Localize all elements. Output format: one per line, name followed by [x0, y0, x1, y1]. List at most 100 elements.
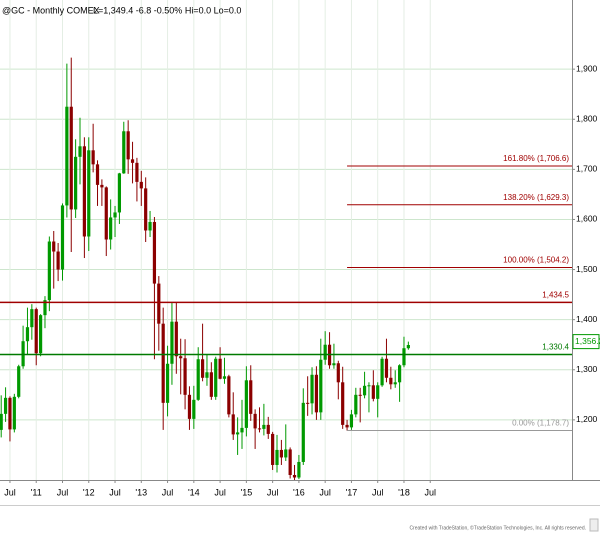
chart-title: @GC - Monthly COMEX — [2, 5, 100, 15]
candle-body — [301, 402, 305, 462]
candle-body — [323, 344, 327, 360]
candle-body — [183, 358, 187, 395]
candle-body — [236, 432, 240, 435]
candle-body — [349, 414, 354, 428]
candle-body — [227, 376, 231, 415]
x-tick-label: Jul — [372, 487, 384, 497]
candle-body — [95, 164, 100, 185]
candle-body — [367, 385, 371, 387]
y-tick-label: 1,300 — [576, 364, 598, 374]
x-tick-label: Jul — [109, 487, 121, 497]
candle-body — [152, 221, 157, 284]
candle-body — [288, 449, 292, 475]
candle-body — [21, 341, 25, 367]
chart-subtitle: L=1,349.4 -6.8 -0.50% Hi=0.0 Lo=0.0 — [93, 5, 241, 15]
candle-body — [30, 309, 34, 328]
candle-body — [332, 363, 336, 366]
candle-body — [113, 212, 117, 218]
candle-body — [310, 374, 314, 404]
candle-body — [384, 358, 389, 378]
candle-body — [393, 382, 397, 385]
candle-body — [52, 241, 56, 252]
fib-label: 100.00% (1,504.2) — [503, 256, 569, 265]
scroll-box[interactable] — [589, 518, 599, 532]
candle-body — [297, 461, 301, 478]
candle-body — [139, 181, 143, 189]
candle-body — [209, 372, 213, 397]
candle-body — [109, 217, 113, 240]
x-tick-label: '18 — [398, 487, 410, 497]
x-tick-label: Jul — [162, 487, 174, 497]
candle-body — [126, 131, 130, 160]
candle-body — [144, 188, 148, 231]
candle-body — [271, 433, 275, 465]
x-tick-label: '15 — [241, 487, 253, 497]
candle-body — [376, 385, 380, 399]
x-tick-label: '14 — [188, 487, 200, 497]
y-tick-label: 1,900 — [576, 63, 598, 73]
candle-body — [214, 358, 218, 397]
candle-body — [179, 356, 183, 359]
candle-body — [314, 374, 319, 413]
x-tick-label: '16 — [293, 487, 305, 497]
candle-body — [253, 413, 257, 429]
fib-label: 161.80% (1,706.6) — [503, 154, 569, 163]
candle-body — [362, 385, 367, 396]
candle-body — [161, 323, 165, 403]
candle-body — [117, 173, 122, 213]
candle-body — [43, 300, 47, 316]
candle-body — [306, 402, 310, 404]
candle-body — [284, 449, 288, 458]
y-tick-label: 1,500 — [576, 264, 598, 274]
grid: 1,200 1,300 1,400 1,500 1,600 1,700 1,800 1,900… — [0, 0, 598, 497]
x-tick-label: Jul — [424, 487, 436, 497]
candle-body — [69, 106, 73, 210]
candle-body — [336, 363, 340, 383]
candle-body — [91, 150, 95, 165]
x-tick-label: Jul — [267, 487, 279, 497]
overlays: 1,434.5 1,330.4 161.80% (1,706.6) 138.20% (… — [0, 154, 600, 432]
level-label: 1,330.4 — [542, 343, 569, 352]
candles — [0, 57, 410, 480]
candle-body — [222, 376, 227, 379]
candle-body — [170, 321, 174, 364]
y-tick-label: 1,400 — [576, 314, 598, 324]
candle-body — [3, 397, 8, 414]
candle-body — [78, 146, 82, 157]
candle-body — [104, 187, 108, 240]
candle-body — [74, 156, 78, 210]
candle-body — [65, 106, 69, 206]
candle-body — [8, 397, 12, 430]
candle-body — [12, 396, 16, 430]
candle-body — [345, 424, 349, 428]
candle-body — [402, 348, 406, 366]
candle-body — [341, 382, 345, 425]
x-tick-label: '13 — [135, 487, 147, 497]
candle-body — [205, 372, 209, 378]
candle-body — [148, 221, 152, 231]
candle-body — [187, 394, 192, 419]
candle-body — [34, 309, 38, 354]
candle-body — [56, 251, 60, 270]
candle-body — [218, 358, 222, 379]
y-tick-label: 1,800 — [576, 113, 598, 123]
candle-body — [279, 449, 283, 458]
x-tick-label: Jul — [214, 487, 226, 497]
candle-body — [122, 131, 126, 174]
candle-body — [165, 363, 170, 403]
level-label: 1,434.5 — [542, 290, 569, 299]
candle-body — [358, 394, 362, 396]
fib-label: 0.00% (1,178.7) — [512, 419, 569, 428]
candle-body — [397, 365, 402, 383]
candle-body — [380, 358, 384, 386]
candle-body — [389, 377, 393, 385]
candle-body — [39, 315, 43, 354]
y-tick-label: 1,200 — [576, 414, 598, 424]
y-tick-label: 1,700 — [576, 164, 598, 174]
candle-body — [87, 150, 91, 237]
fib-label: 138.20% (1,629.3) — [503, 193, 569, 202]
candle-body — [130, 159, 135, 163]
x-tick-label: '11 — [31, 487, 42, 497]
candle-body — [406, 345, 410, 349]
